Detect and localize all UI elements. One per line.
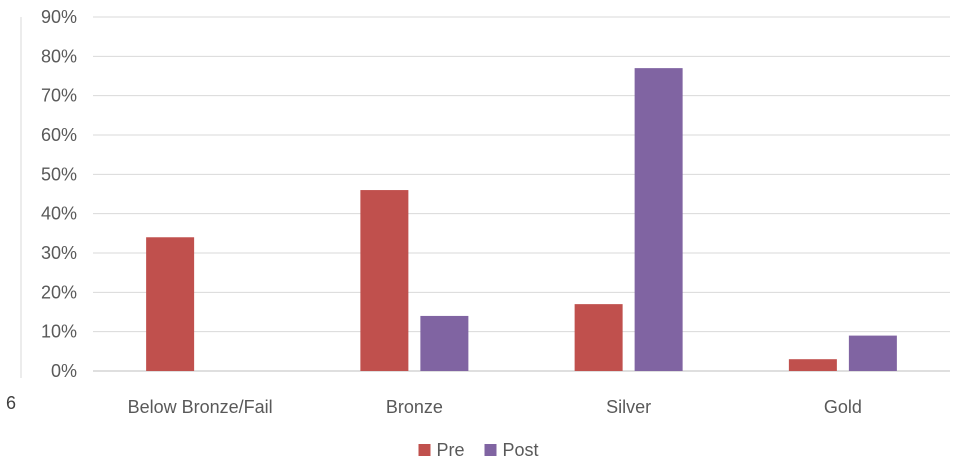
y-tick-label: 90% xyxy=(41,7,77,27)
x-tick-label: Silver xyxy=(606,397,651,417)
y-tick-label: 70% xyxy=(41,86,77,106)
y-tick-label: 10% xyxy=(41,322,77,342)
stray-label: 6 xyxy=(6,393,17,413)
y-tick-label: 80% xyxy=(41,46,77,66)
bar-post-2 xyxy=(634,68,683,371)
legend-label-post: Post xyxy=(503,440,539,460)
bar-pre-0 xyxy=(146,237,195,371)
x-tick-label: Gold xyxy=(824,397,862,417)
y-tick-label: 50% xyxy=(41,164,77,184)
y-tick-label: 0% xyxy=(51,361,77,381)
x-tick-label: Below Bronze/Fail xyxy=(128,397,273,417)
y-tick-label: 40% xyxy=(41,204,77,224)
x-tick-label: Bronze xyxy=(386,397,443,417)
legend-swatch-pre xyxy=(418,444,431,456)
legend-swatch-post xyxy=(484,444,497,456)
y-tick-label: 30% xyxy=(41,243,77,263)
bar-post-1 xyxy=(420,315,469,371)
y-tick-label: 20% xyxy=(41,282,77,302)
bar-pre-2 xyxy=(574,304,623,371)
bar-pre-3 xyxy=(788,359,837,371)
y-tick-label: 60% xyxy=(41,125,77,145)
bar-post-3 xyxy=(848,335,897,371)
legend-label-pre: Pre xyxy=(437,440,465,460)
bar-pre-1 xyxy=(360,190,409,371)
